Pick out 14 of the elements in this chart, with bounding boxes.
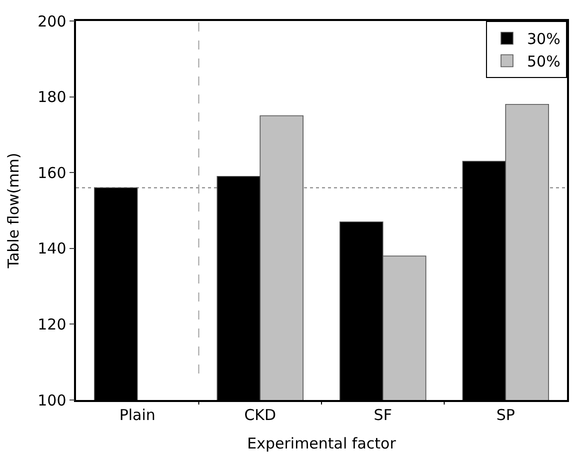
y-tick-label: 160 (38, 164, 66, 182)
y-axis-title: Table flow(mm) (4, 152, 22, 270)
legend-label: 50% (527, 52, 560, 71)
y-tick-label: 200 (38, 12, 66, 30)
x-tick-label: SF (374, 406, 392, 424)
y-tick-label: 180 (38, 88, 66, 106)
x-tick-label: Plain (119, 406, 156, 424)
x-tick-label: SP (496, 406, 515, 424)
x-axis-title: Experimental factor (247, 434, 397, 452)
x-tick-label: CKD (244, 406, 276, 424)
y-tick-label: 100 (38, 391, 66, 410)
y-tick-label: 140 (38, 240, 66, 258)
y-tick-label: 120 (38, 315, 66, 334)
legend-label: 30% (527, 30, 560, 48)
